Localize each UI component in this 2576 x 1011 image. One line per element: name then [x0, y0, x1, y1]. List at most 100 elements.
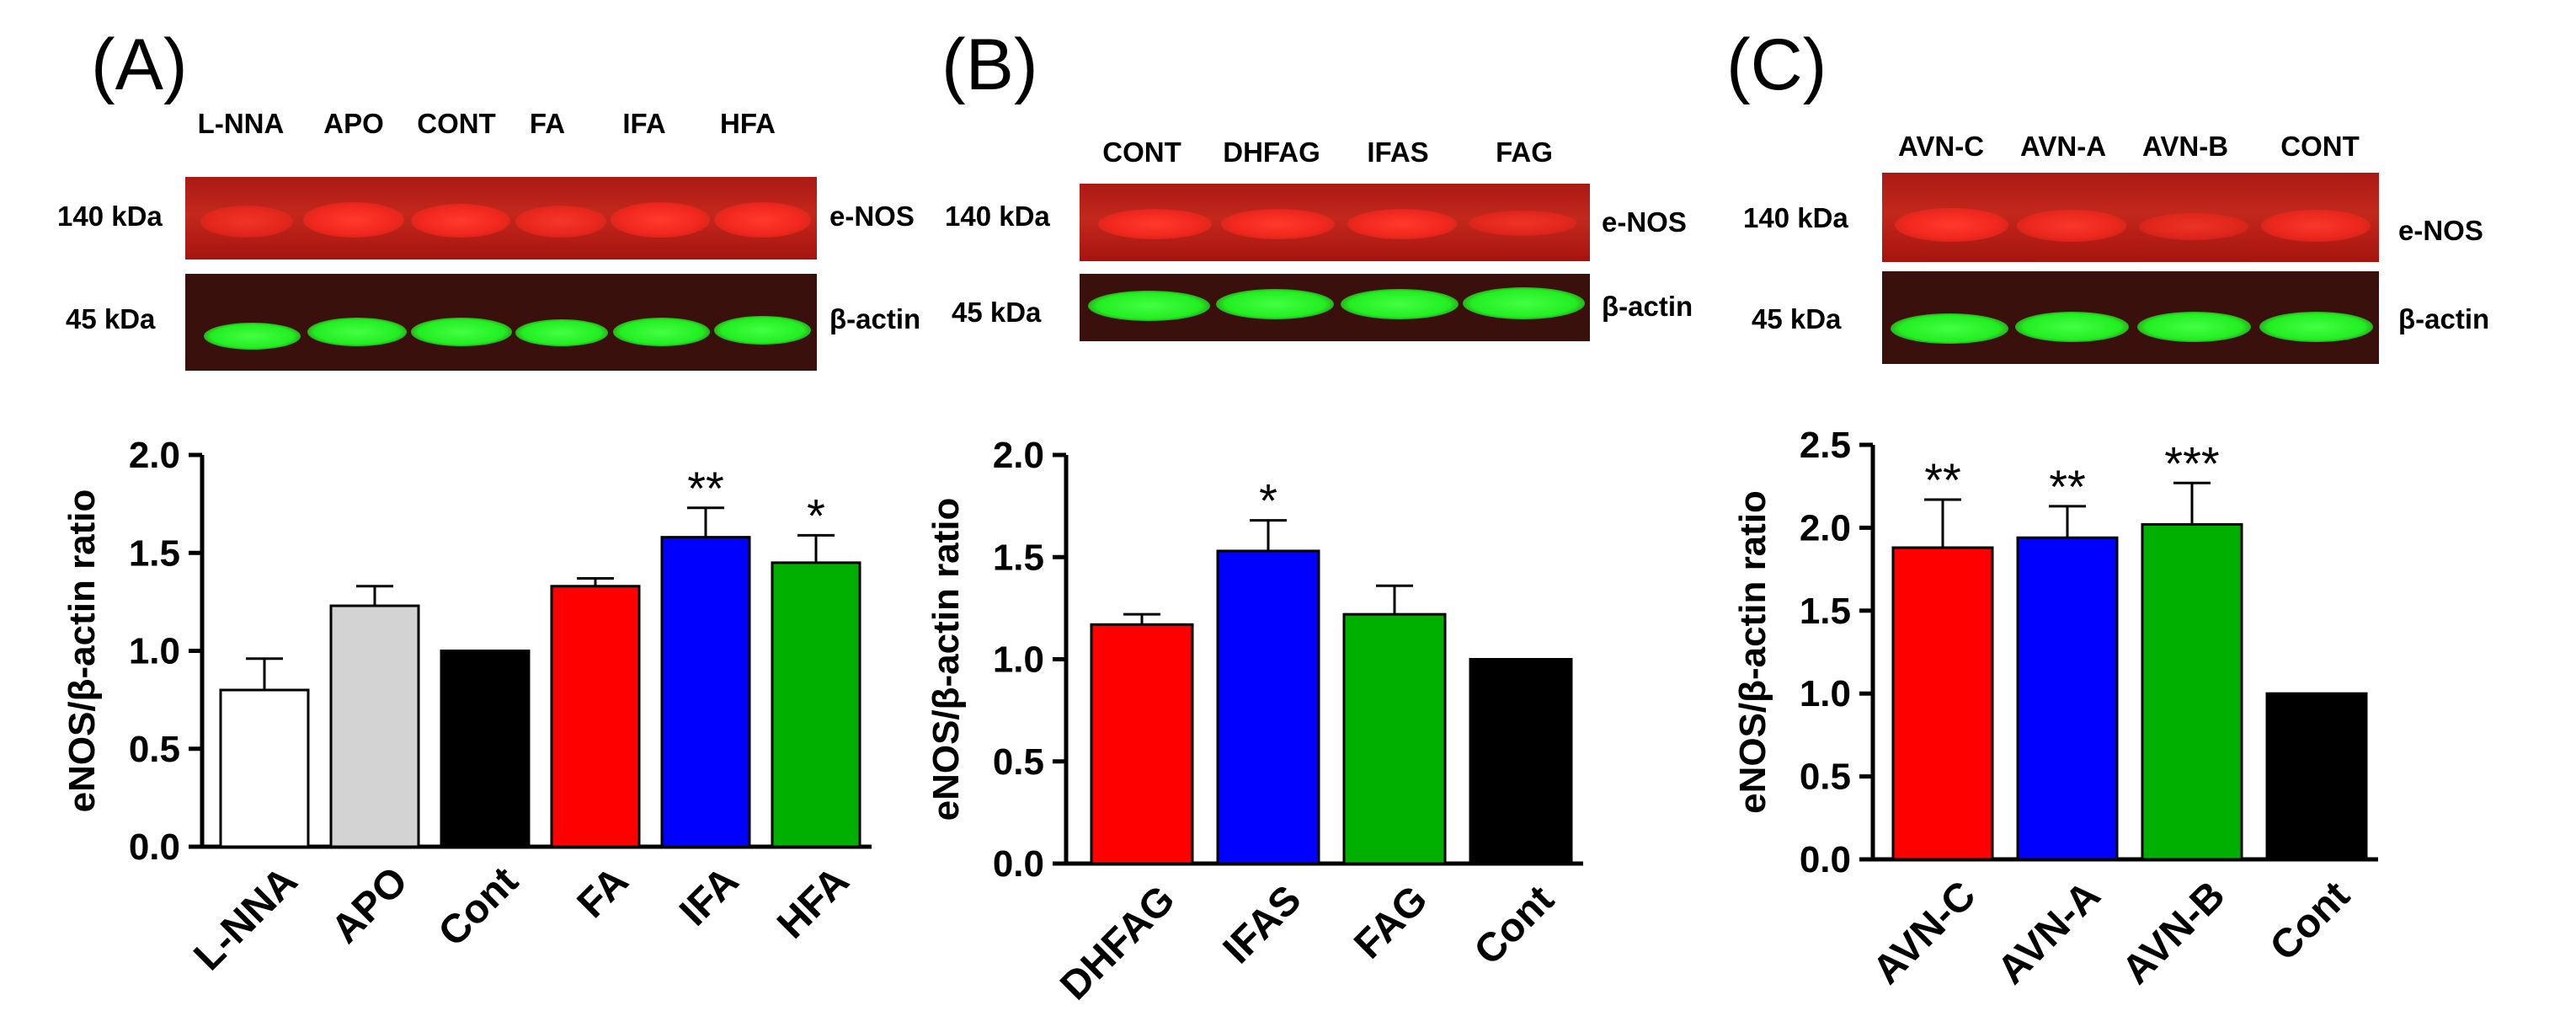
- kda-label: 140 kDa: [57, 201, 163, 232]
- blot-band: [1891, 313, 2008, 344]
- y-tick-label: 0.5: [129, 729, 180, 770]
- lane-label: IFA: [622, 108, 666, 139]
- bar: [660, 536, 751, 848]
- y-tick-label: 2.5: [1800, 425, 1851, 466]
- y-tick-label: 1.5: [129, 532, 180, 574]
- y-tick-label: 0.5: [1800, 757, 1851, 798]
- protein-label: e-NOS: [1602, 206, 1687, 238]
- y-tick-label: 1.0: [129, 631, 180, 672]
- lane-label: DHFAG: [1223, 136, 1320, 168]
- y-tick-label: 0.0: [1800, 839, 1851, 880]
- x-tick-label: FAG: [1346, 877, 1436, 967]
- bar: [219, 688, 310, 848]
- x-tick-label: IFAS: [1215, 877, 1310, 972]
- bar: [1891, 546, 1994, 861]
- y-tick-label: 1.0: [993, 639, 1044, 681]
- y-tick-label: 0.5: [993, 741, 1044, 783]
- enos-blot: [1080, 184, 1590, 261]
- bar: [2141, 522, 2243, 861]
- blot-band: [611, 202, 710, 238]
- protein-label: β-actin: [2398, 303, 2490, 334]
- bar: [1342, 612, 1447, 865]
- bar: [2265, 692, 2368, 861]
- blot-band: [307, 318, 407, 346]
- lane-label: FA: [529, 108, 566, 139]
- bar-chart-c: 0.0 0.5 1.0 1.5 2.0 2.5 eNOS/β-actin ratio ** AV…: [1732, 425, 2378, 992]
- blot-band: [1895, 208, 2008, 242]
- blot-band: [1469, 211, 1576, 236]
- panel-c: (C) AVN-C AVN-A AVN-B CONT 140 kDa e-NOS…: [1676, 0, 2576, 1011]
- y-tick-label: 2.0: [1800, 507, 1851, 548]
- blot-band: [2261, 210, 2371, 242]
- bar: [1090, 623, 1194, 865]
- y-tick-label: 2.0: [993, 435, 1044, 476]
- panel-c-letter: (C): [1726, 24, 1827, 105]
- x-tick-label: DHFAG: [1052, 877, 1183, 1008]
- actin-blot: [185, 274, 817, 371]
- lane-label: FAG: [1496, 136, 1553, 168]
- enos-blot: [185, 177, 817, 259]
- blot-band: [1341, 289, 1459, 319]
- lane-label: APO: [323, 108, 384, 139]
- bar: [440, 650, 531, 848]
- panel-b: (B) CONT DHFAG IFAS FAG 140 kDa e-NOS 45…: [884, 0, 1726, 1011]
- bar: [329, 604, 420, 848]
- kda-label: 140 kDa: [1743, 202, 1848, 233]
- x-tick-label: L-NNA: [185, 859, 306, 979]
- y-tick-label: 0.0: [993, 843, 1044, 885]
- lane-label: IFAS: [1367, 136, 1429, 168]
- kda-label: 45 kDa: [1752, 303, 1842, 334]
- x-tick-label: Cont: [1466, 877, 1563, 974]
- significance-label: ***: [2164, 436, 2219, 489]
- blot-band: [2017, 210, 2126, 242]
- bar-chart-a: 0.0 0.5 1.0 1.5 2.0 eNOS/β-actin ratio L-NNA AP…: [61, 435, 872, 979]
- significance-label: **: [687, 462, 724, 515]
- blot-band: [1347, 209, 1457, 239]
- blot-band: [411, 318, 512, 346]
- x-tick-label: HFA: [769, 859, 857, 947]
- protein-label: β-actin: [1602, 291, 1693, 322]
- blot-band: [2139, 213, 2248, 240]
- y-tick-label: 1.0: [1800, 673, 1851, 714]
- enos-blot: [1882, 173, 2379, 262]
- y-axis-label: eNOS/β-actin ratio: [1732, 490, 1773, 814]
- blot-band: [515, 206, 606, 238]
- blot-band: [2137, 312, 2251, 342]
- bar: [1469, 658, 1573, 865]
- x-tick-label: IFA: [671, 859, 747, 934]
- blot-band: [1098, 209, 1212, 239]
- actin-blot: [1882, 271, 2379, 364]
- blot-band: [2015, 312, 2129, 342]
- significance-label: **: [1924, 453, 1961, 506]
- panel-b-letter: (B): [941, 24, 1038, 105]
- blot-band: [714, 202, 811, 238]
- blot-band: [204, 323, 301, 350]
- x-tick-label: FA: [569, 859, 637, 927]
- blot-band: [515, 319, 608, 346]
- y-tick-label: 1.5: [1800, 591, 1851, 632]
- lane-label: CONT: [2280, 131, 2360, 162]
- lane-label: L-NNA: [197, 108, 285, 139]
- x-tick-label: AVN-B: [2114, 873, 2233, 992]
- x-tick-label: AVN-C: [1864, 873, 1984, 992]
- lane-label: CONT: [1102, 136, 1181, 168]
- lane-label: AVN-B: [2141, 131, 2229, 162]
- significance-label: **: [2049, 460, 2086, 513]
- y-tick-label: 0.0: [129, 826, 180, 868]
- significance-label: *: [1259, 474, 1277, 527]
- blot-band: [1221, 209, 1335, 239]
- blot-band: [303, 202, 404, 238]
- protein-label: β-actin: [829, 303, 921, 334]
- kda-label: 45 kDa: [66, 303, 156, 334]
- kda-label: 45 kDa: [952, 297, 1042, 328]
- bar: [550, 585, 641, 848]
- bar: [2016, 536, 2119, 861]
- lane-label: AVN-A: [2019, 131, 2107, 162]
- blot-band: [714, 316, 811, 345]
- x-tick-label: Cont: [2262, 873, 2359, 970]
- y-tick-label: 2.0: [129, 435, 180, 476]
- lane-label: HFA: [720, 108, 776, 139]
- bar: [771, 561, 861, 848]
- protein-label: e-NOS: [2398, 215, 2483, 246]
- y-tick-label: 1.5: [993, 537, 1044, 578]
